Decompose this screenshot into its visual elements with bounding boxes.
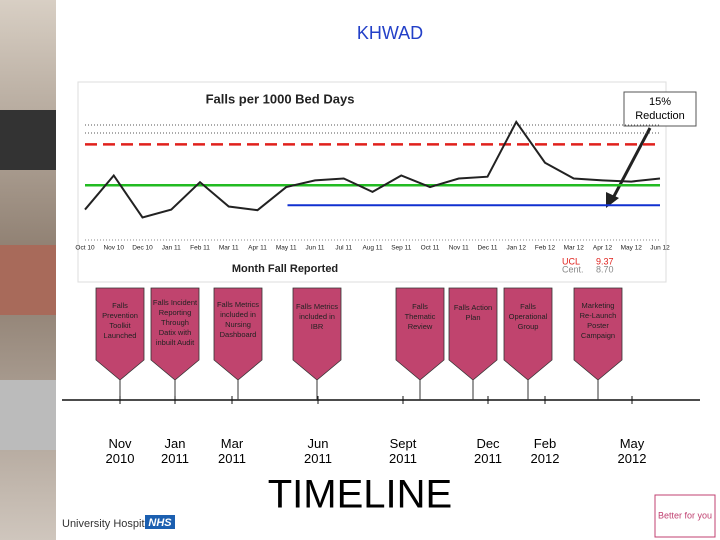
event-marker (448, 287, 498, 381)
x-tick-label: Sep 11 (391, 245, 412, 252)
x-tick-label: Jun 11 (305, 245, 324, 252)
event-label: Falls Prevention Toolkit Launched (102, 301, 138, 341)
nhs-logo: NHS (148, 517, 172, 529)
event-marker (95, 287, 145, 381)
legend-name: Cent. (562, 264, 584, 274)
event-marker (573, 287, 623, 381)
chart-title: Falls per 1000 Bed Days (206, 91, 355, 106)
x-tick-label: Apr 11 (248, 245, 267, 252)
timeline-title: TIMELINE (268, 473, 452, 517)
x-tick-label: Mar 12 (564, 245, 585, 252)
event-date: May 2012 (617, 436, 647, 466)
x-tick-label: Apr 12 (593, 245, 613, 252)
event-marker (150, 287, 200, 381)
event-date: Nov 2010 (105, 436, 135, 466)
logo: Better for you (658, 510, 712, 520)
x-tick-label: May 12 (621, 245, 643, 252)
x-tick-label: Dec 10 (132, 245, 153, 252)
event-date: Sept 2011 (389, 436, 417, 466)
annotation-arrow (610, 127, 652, 201)
photo (0, 110, 56, 170)
legend-value: 9.37 (596, 256, 614, 266)
annotation-box (623, 91, 697, 127)
nhs-box (145, 515, 175, 529)
event-date: Dec 2011 (474, 436, 502, 466)
event-label: Falls Metrics included in IBR (295, 301, 339, 331)
annotation: 15% Reduction (635, 96, 685, 122)
event-label: Falls Metrics included in Nursing Dashbo… (216, 299, 260, 339)
x-tick-label: May 11 (276, 245, 297, 252)
event-date: Mar 2011 (218, 436, 246, 466)
event-marker (213, 287, 263, 381)
event-label: Falls Incident Reporting Through Datix w… (152, 298, 198, 348)
series-line (84, 119, 661, 219)
photo (0, 380, 56, 450)
x-tick-label: Nov 10 (103, 245, 124, 252)
x-tick-label: Jul 11 (335, 245, 352, 252)
event-date: Jun 2011 (304, 436, 332, 466)
x-tick-label: Feb 12 (535, 245, 556, 252)
event-marker (292, 287, 342, 381)
x-tick-label: Oct 10 (75, 245, 95, 252)
logo-frame (654, 494, 716, 538)
x-axis-label: Month Fall Reported (232, 263, 338, 275)
x-tick-label: Aug 11 (362, 245, 383, 252)
chart-frame (77, 81, 667, 283)
event-date: Jan 2011 (161, 436, 189, 466)
org-name: University Hospitals (62, 518, 159, 530)
x-tick-label: Jun 12 (650, 245, 670, 252)
event-label: Falls Thematic Review (404, 302, 436, 332)
event-date: Feb 2012 (530, 436, 560, 466)
legend-name: UCL (562, 256, 580, 266)
x-tick-label: Jan 11 (162, 245, 181, 252)
arrow-head (606, 192, 619, 208)
event-label: Falls Operational Group (508, 302, 548, 332)
event-marker (395, 287, 445, 381)
slide-title: KHWAD (357, 23, 423, 43)
x-tick-label: Feb 11 (190, 245, 210, 252)
x-tick-label: Jan 12 (506, 245, 526, 252)
x-tick-label: Oct 11 (421, 245, 440, 252)
x-tick-label: Nov 11 (449, 245, 469, 252)
x-tick-label: Mar 11 (219, 245, 239, 252)
x-tick-label: Dec 11 (477, 245, 497, 252)
event-marker (503, 287, 553, 381)
photo (0, 245, 56, 315)
legend-value: 8.70 (596, 264, 614, 274)
event-label: Marketing Re-Launch Poster Campaign (579, 300, 617, 340)
event-label: Falls Action Plan (453, 302, 493, 322)
